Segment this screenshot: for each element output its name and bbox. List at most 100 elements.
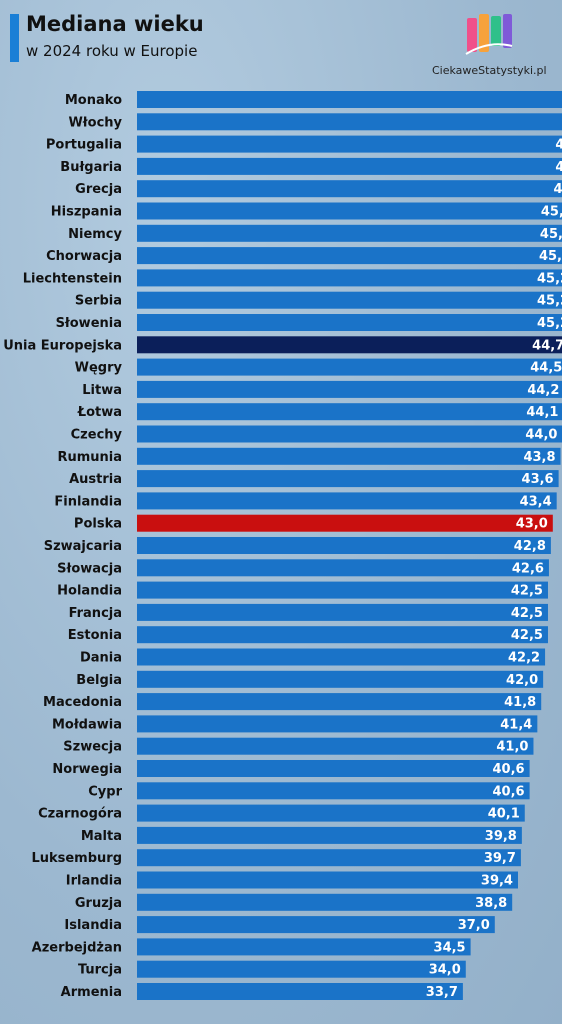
- value-label: 42,0: [506, 673, 538, 688]
- value-label: 41,0: [496, 740, 528, 755]
- bar: [137, 180, 562, 198]
- category-label: Estonia: [68, 628, 122, 643]
- category-label: Chorwacja: [46, 249, 122, 264]
- category-label: Szwajcaria: [44, 539, 122, 554]
- value-label: 43,8: [523, 450, 555, 465]
- value-label: 34,5: [434, 940, 466, 955]
- value-label: 45,2: [537, 316, 562, 331]
- bar: [137, 581, 548, 599]
- value-label: 47,1: [555, 138, 562, 153]
- category-label: Irlandia: [66, 874, 122, 889]
- value-label: 45,4: [539, 249, 562, 264]
- logo-icon: [465, 14, 513, 55]
- bar: [137, 336, 562, 354]
- bar: [137, 447, 561, 465]
- value-label: 42,5: [511, 606, 543, 621]
- value-label: 45,2: [537, 271, 562, 286]
- value-label: 43,6: [522, 472, 554, 487]
- category-label: Słowenia: [56, 316, 122, 331]
- value-label: 42,5: [511, 628, 543, 643]
- category-label: Czechy: [71, 428, 123, 443]
- category-label: Holandia: [57, 584, 122, 599]
- category-label: Bułgaria: [60, 160, 122, 175]
- value-label: 40,1: [488, 807, 520, 822]
- bar: [137, 157, 562, 175]
- category-label: Mołdawia: [52, 717, 122, 732]
- bar: [137, 247, 562, 265]
- bar: [137, 91, 562, 108]
- category-label: Słowacja: [57, 561, 122, 576]
- category-label: Finlandia: [54, 494, 122, 509]
- bar: [137, 693, 542, 711]
- category-label: Monako: [65, 93, 122, 108]
- bar: [137, 202, 562, 220]
- value-label: 39,4: [481, 874, 513, 889]
- category-label: Macedonia: [43, 695, 122, 710]
- category-label: Belgia: [76, 673, 122, 688]
- value-label: 42,6: [512, 561, 544, 576]
- bar: [137, 670, 544, 688]
- category-label: Azerbejdżan: [32, 940, 122, 955]
- bar: [137, 737, 534, 755]
- category-label: Dania: [80, 651, 122, 666]
- bar: [137, 514, 553, 532]
- bar: [137, 826, 522, 844]
- value-label: 43,0: [516, 517, 548, 532]
- bar: [137, 269, 562, 287]
- bar: [137, 603, 548, 621]
- value-label: 45,6: [541, 205, 562, 220]
- bar: [137, 626, 548, 644]
- value-label: 44,0: [525, 428, 557, 443]
- bar: [137, 893, 513, 911]
- bar: [137, 938, 471, 956]
- value-label: 41,8: [504, 695, 536, 710]
- bar: [137, 403, 562, 421]
- value-label: 40,6: [493, 762, 525, 777]
- value-label: 39,7: [484, 851, 516, 866]
- category-label: Serbia: [75, 294, 122, 309]
- value-label: 38,8: [475, 896, 507, 911]
- category-label: Łotwa: [77, 405, 122, 420]
- category-label: Szwecja: [63, 740, 122, 755]
- bar: [137, 380, 562, 398]
- value-label: 46,9: [553, 182, 562, 197]
- category-label: Norwegia: [52, 762, 122, 777]
- category-label: Luksemburg: [31, 851, 122, 866]
- bar: [137, 559, 549, 577]
- value-label: 41,4: [500, 717, 532, 732]
- bar: [137, 849, 521, 867]
- value-label: 44,2: [527, 383, 559, 398]
- category-label: Turcja: [78, 963, 122, 978]
- category-label: Węgry: [75, 361, 123, 376]
- chart-subtitle: w 2024 roku w Europie: [26, 42, 198, 60]
- bar: [137, 715, 538, 733]
- value-label: 42,2: [508, 651, 540, 666]
- bar: [137, 470, 559, 488]
- category-label: Gruzja: [75, 896, 122, 911]
- chart-title: Mediana wieku: [26, 12, 204, 36]
- bar: [137, 983, 463, 1000]
- bar: [137, 358, 562, 376]
- value-label: 45,5: [540, 227, 562, 242]
- value-label: 43,4: [520, 494, 552, 509]
- bar: [137, 492, 557, 510]
- title-accent-bar: [10, 14, 19, 62]
- value-label: 42,8: [514, 539, 546, 554]
- bar: [137, 871, 518, 889]
- category-label: Portugalia: [46, 138, 122, 153]
- bar: [137, 960, 466, 978]
- category-label: Austria: [69, 472, 122, 487]
- category-label: Francja: [69, 606, 122, 621]
- value-label: 42,5: [511, 584, 543, 599]
- bar: [137, 804, 525, 822]
- bar: [137, 537, 551, 554]
- logo-text: CiekaweStatystyki.pl: [432, 64, 547, 77]
- value-label: 39,8: [485, 829, 517, 844]
- category-label: Islandia: [64, 918, 122, 933]
- bar: [137, 224, 562, 242]
- bar: [137, 648, 546, 666]
- value-label: 33,7: [426, 985, 458, 1000]
- bar: [137, 113, 562, 131]
- bar: [137, 291, 562, 309]
